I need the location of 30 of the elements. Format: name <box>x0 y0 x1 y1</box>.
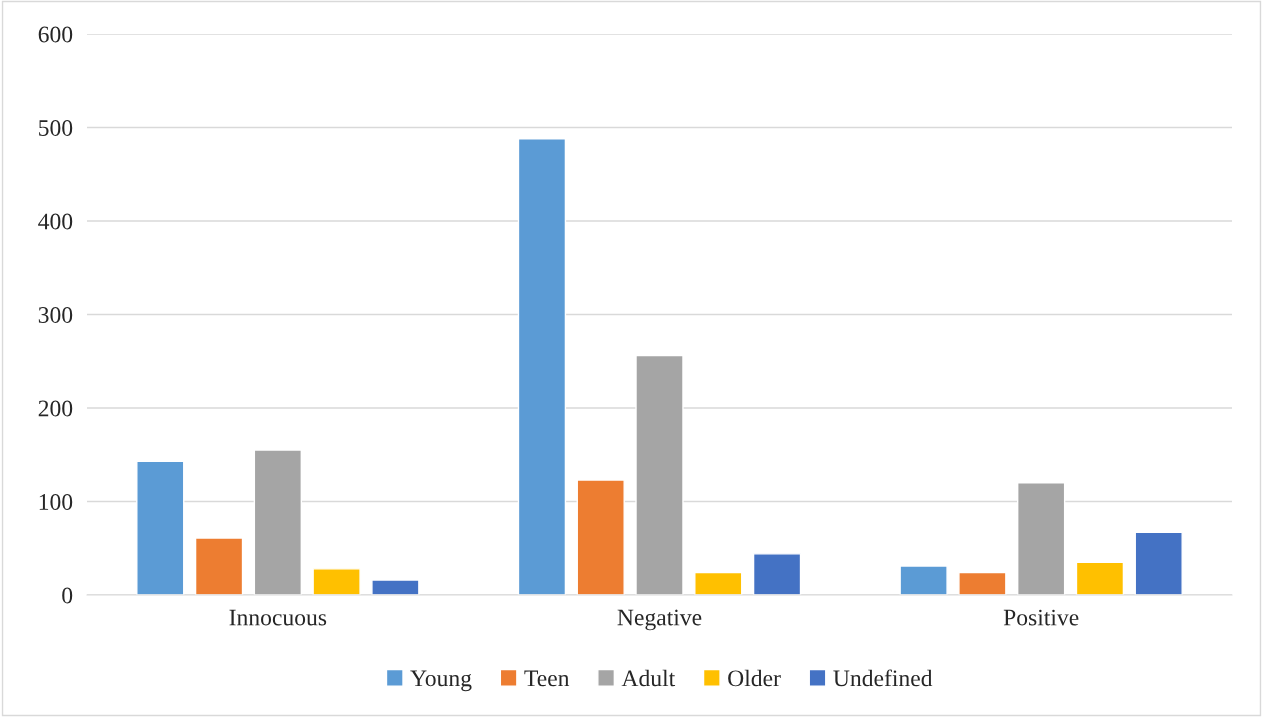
bar <box>1134 531 1183 595</box>
bar <box>194 537 244 595</box>
legend-label: Older <box>728 669 781 687</box>
bar <box>752 553 802 595</box>
legend-label: Young <box>410 670 472 692</box>
y-tick-label: 300 <box>38 306 73 323</box>
bar <box>517 138 567 595</box>
x-tick-label: Negative <box>617 609 702 631</box>
y-tick-label: 100 <box>39 493 73 510</box>
x-tick-label: Positive <box>1003 609 1079 626</box>
bar <box>694 571 743 595</box>
bar <box>136 460 185 595</box>
bar <box>635 354 684 595</box>
bar <box>1016 482 1066 595</box>
bar <box>253 449 303 595</box>
bar <box>576 479 625 595</box>
y-tick-label: 500 <box>39 119 73 136</box>
bar <box>958 571 1007 595</box>
legend-label: Adult <box>621 669 676 687</box>
bar <box>371 579 420 595</box>
y-tick-label: 200 <box>38 400 73 417</box>
x-tick-label: Innocuous <box>229 609 327 626</box>
bar <box>1075 561 1125 595</box>
y-tick-label: 600 <box>38 26 73 43</box>
bar <box>312 568 361 595</box>
legend-label: Undefined <box>833 669 933 687</box>
bar <box>899 565 948 595</box>
y-tick-label: 400 <box>38 213 73 230</box>
legend-label: Teen <box>524 670 570 687</box>
y-tick-label: 0 <box>62 587 73 604</box>
